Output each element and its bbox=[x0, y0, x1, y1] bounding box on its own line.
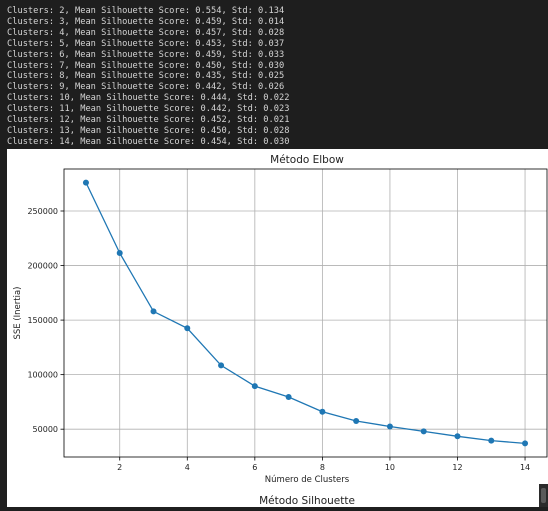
plot-area-frame bbox=[63, 168, 548, 458]
chart-series bbox=[82, 179, 529, 447]
x-tick-label: 10 bbox=[385, 463, 395, 472]
sse-point bbox=[522, 440, 529, 447]
sse-point bbox=[150, 308, 157, 315]
console-output: Clusters: 2, Mean Silhouette Score: 0.55… bbox=[0, 0, 548, 149]
sse-point bbox=[251, 383, 258, 390]
console-line: Clusters: 9, Mean Silhouette Score: 0.44… bbox=[7, 82, 285, 93]
console-line: Clusters: 8, Mean Silhouette Score: 0.43… bbox=[7, 71, 285, 82]
y-tick-label: 100000 bbox=[27, 371, 58, 380]
x-tick-label: 14 bbox=[520, 463, 530, 472]
chart-title: Método Elbow bbox=[270, 154, 344, 166]
y-axis-label: SSE (Inertia) bbox=[13, 286, 23, 339]
sse-point bbox=[285, 394, 292, 400]
y-tick-label: 250000 bbox=[27, 207, 58, 216]
x-tick-label: 6 bbox=[252, 463, 257, 472]
y-tick-label: 200000 bbox=[27, 262, 58, 271]
console-line: Clusters: 10, Mean Silhouette Score: 0.4… bbox=[7, 93, 290, 104]
x-tick-label: 4 bbox=[185, 463, 190, 472]
sse-point bbox=[82, 179, 89, 186]
sse-point bbox=[353, 418, 360, 424]
sse-point bbox=[488, 437, 495, 444]
console-text: Clusters: 2, Mean Silhouette Score: 0.55… bbox=[7, 6, 289, 148]
console-line: Clusters: 6, Mean Silhouette Score: 0.45… bbox=[7, 49, 285, 60]
cell-output-area: Método Elbow 2 4 6 8 10 12 14 50000 100000 150000… bbox=[0, 149, 548, 507]
sse-point bbox=[218, 362, 225, 369]
sse-point bbox=[184, 325, 191, 332]
console-line: Clusters: 14, Mean Silhouette Score: 0.4… bbox=[7, 136, 290, 147]
console-line: Clusters: 4, Mean Silhouette Score: 0.45… bbox=[7, 27, 285, 38]
figure-canvas: Método Elbow 2 4 6 8 10 12 14 50000 100000 150000… bbox=[7, 149, 548, 507]
console-line: Clusters: 12, Mean Silhouette Score: 0.4… bbox=[7, 115, 290, 126]
chart-ticks: 2 4 6 8 10 12 14 50000 100000 150000 200000 250000 bbox=[27, 207, 530, 472]
x-tick-label: 2 bbox=[117, 463, 122, 472]
x-tick-label: 8 bbox=[320, 463, 325, 472]
sse-point bbox=[386, 423, 393, 430]
sse-point bbox=[454, 433, 461, 440]
console-line: Clusters: 3, Mean Silhouette Score: 0.45… bbox=[7, 16, 285, 27]
elbow-chart: Método Elbow 2 4 6 8 10 12 14 50000 100000 150000… bbox=[13, 154, 548, 507]
next-figure-title: Método Silhouette bbox=[259, 495, 355, 507]
sse-line bbox=[85, 182, 526, 445]
console-line: Clusters: 5, Mean Silhouette Score: 0.45… bbox=[7, 38, 285, 49]
sse-point bbox=[116, 250, 123, 256]
console-line: Clusters: 13, Mean Silhouette Score: 0.4… bbox=[7, 125, 290, 136]
y-tick-label: 50000 bbox=[33, 425, 58, 434]
console-line: Clusters: 7, Mean Silhouette Score: 0.45… bbox=[7, 60, 285, 71]
x-axis-label: Número de Clusters bbox=[265, 475, 350, 485]
chart-grid bbox=[64, 169, 547, 457]
sse-point bbox=[319, 408, 326, 415]
scrollbar-thumb[interactable] bbox=[541, 488, 546, 503]
x-tick-label: 12 bbox=[452, 463, 462, 472]
console-line: Clusters: 2, Mean Silhouette Score: 0.55… bbox=[7, 6, 285, 16]
sse-point bbox=[420, 428, 427, 435]
y-tick-label: 150000 bbox=[27, 316, 58, 325]
console-line: Clusters: 11, Mean Silhouette Score: 0.4… bbox=[7, 104, 290, 115]
